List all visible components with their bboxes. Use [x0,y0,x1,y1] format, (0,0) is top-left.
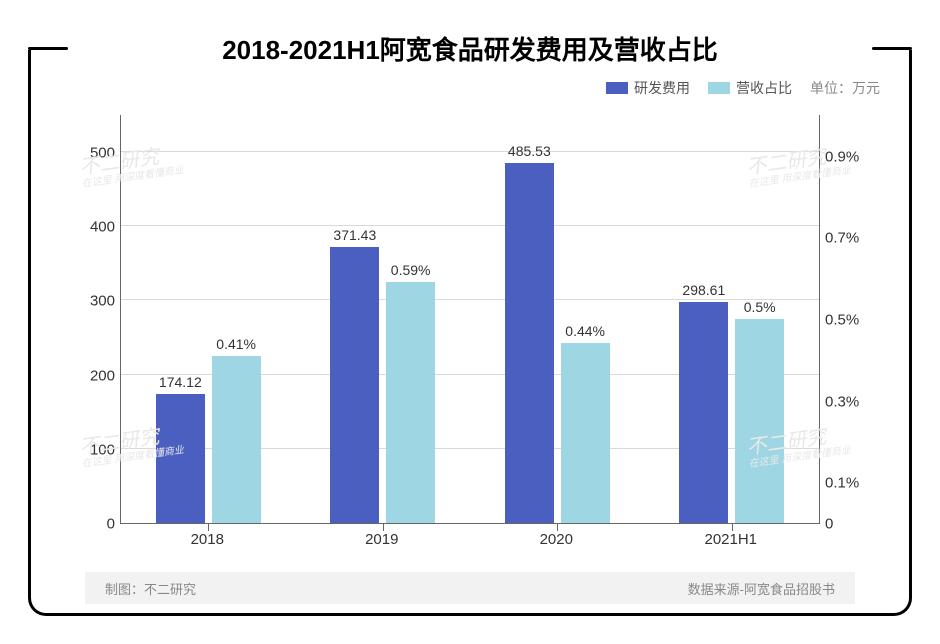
bar-series2 [386,282,435,523]
legend-swatch-2 [708,82,730,94]
bar-label-series1: 298.61 [682,282,725,298]
bar-series1 [679,302,728,524]
y-left-tick: 100 [60,441,115,458]
chart-title: 2018-2021H1阿宽食品研发费用及营收占比 [0,30,940,67]
bar-series2 [561,343,610,523]
unit-label: 单位：万元 [810,78,880,98]
y-right-tick: 0 [825,516,880,533]
bar-label-series1: 371.43 [333,227,376,243]
y-left-tick: 500 [60,145,115,162]
x-tick-mark [557,523,558,531]
gridline [121,151,819,152]
x-tick-label: 2018 [191,531,224,548]
gridline [121,225,819,226]
bar-label-series2: 0.44% [565,323,605,339]
x-tick-mark [383,523,384,531]
plot-area: 174.12 0.41% 371.43 0.59% 485.53 0.44% 298.61 0… [120,115,820,524]
bar-label-series2: 0.59% [391,262,431,278]
chart-area: 174.12 0.41% 371.43 0.59% 485.53 0.44% 298.61 0… [60,115,880,554]
bar-series2 [212,356,261,523]
y-right-tick: 0.5% [825,312,880,329]
y-left-tick: 0 [60,516,115,533]
bar-series2 [735,319,784,523]
y-right-tick: 0.1% [825,475,880,492]
bar-label-series2: 0.41% [216,336,256,352]
legend-swatch-1 [606,82,628,94]
footer-right: 数据来源-阿宽食品招股书 [688,579,835,598]
y-left-tick: 400 [60,219,115,236]
bar-series1 [505,163,554,523]
bar-label-series1: 174.12 [159,374,202,390]
legend-label-1: 研发费用 [634,78,690,98]
bar-series1 [156,394,205,523]
y-left-tick: 200 [60,367,115,384]
x-tick-label: 2020 [540,531,573,548]
y-left-tick: 300 [60,293,115,310]
bar-label-series1: 485.53 [508,143,551,159]
legend: 研发费用 营收占比 单位：万元 [606,78,880,98]
bar-series1 [330,247,379,523]
footer-bar: 制图：不二研究 数据来源-阿宽食品招股书 [85,572,855,604]
y-right-tick: 0.3% [825,393,880,410]
x-tick-mark [208,523,209,531]
legend-item-series1: 研发费用 [606,78,690,98]
x-tick-mark [732,523,733,531]
gridline [121,299,819,300]
y-right-tick: 0.7% [825,230,880,247]
x-tick-label: 2019 [365,531,398,548]
legend-label-2: 营收占比 [736,78,792,98]
bar-label-series2: 0.5% [744,299,776,315]
x-tick-label: 2021H1 [704,531,757,548]
y-right-tick: 0.9% [825,148,880,165]
footer-left: 制图：不二研究 [105,579,196,598]
legend-item-series2: 营收占比 [708,78,792,98]
